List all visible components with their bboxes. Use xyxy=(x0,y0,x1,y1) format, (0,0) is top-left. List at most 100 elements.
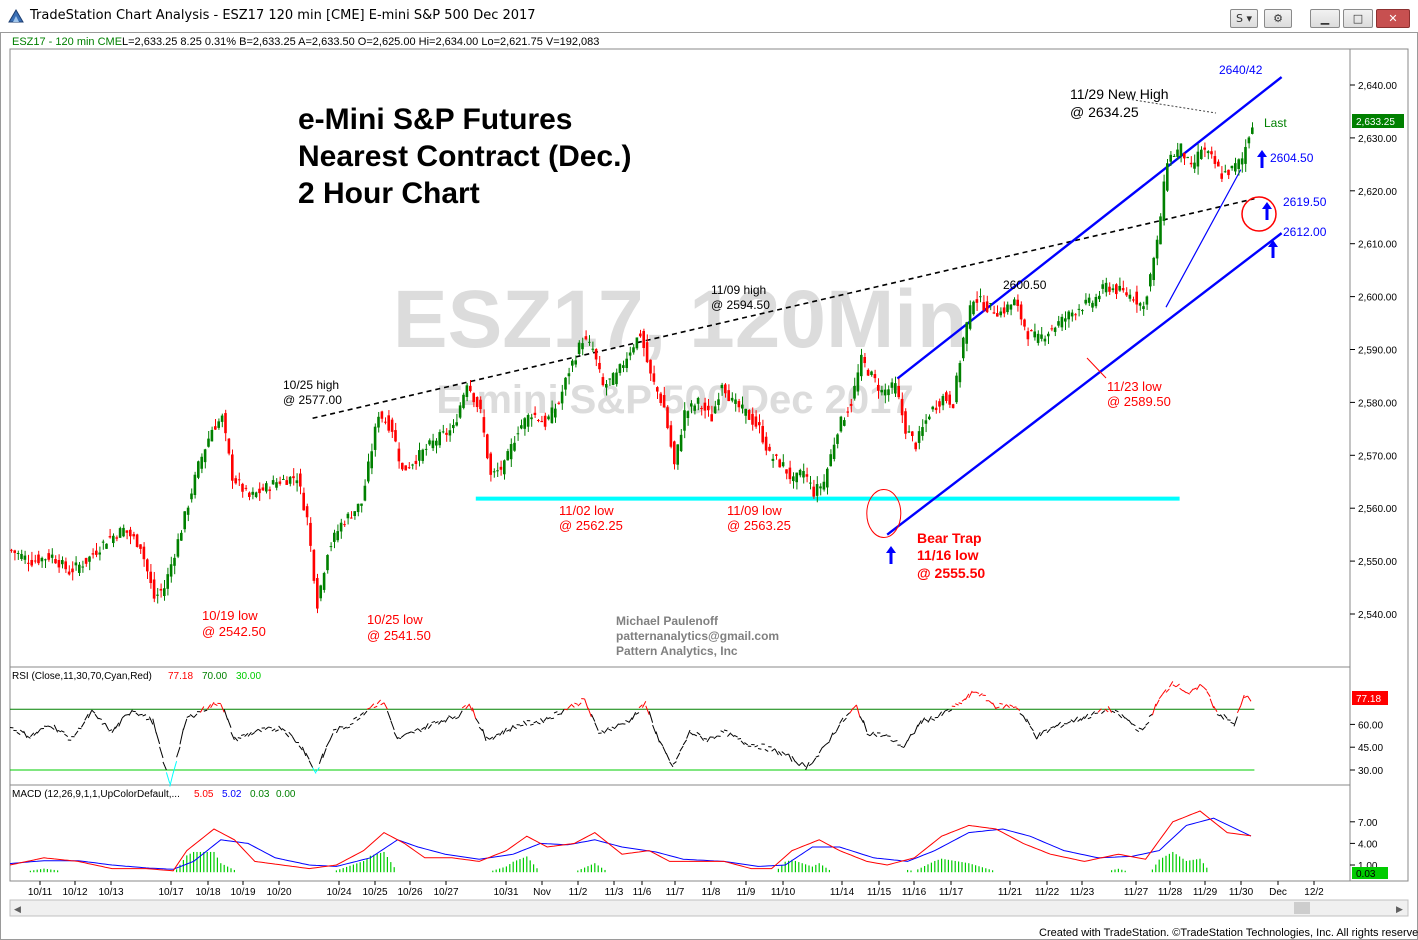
window-titlebar: TradeStation Chart Analysis - ESZ17 120 … xyxy=(0,0,1418,33)
maximize-button[interactable]: □ xyxy=(1343,9,1373,28)
candle-body xyxy=(50,554,54,558)
rsi-line-segment xyxy=(948,709,953,713)
steep-support-line xyxy=(1165,169,1242,308)
date-axis-label: 11/22 xyxy=(1035,887,1060,898)
rsi-line-segment xyxy=(1219,714,1225,720)
rsi-line-segment xyxy=(125,713,130,716)
settings-menu-button[interactable]: ⚙ xyxy=(1264,9,1292,28)
symbol-link-label: S xyxy=(1235,12,1243,25)
candle-body xyxy=(312,549,316,581)
date-axis-label: 11/23 xyxy=(1070,887,1095,898)
rsi-line-segment xyxy=(118,717,123,727)
candle-body xyxy=(540,420,543,423)
rsi-line-segment xyxy=(1158,693,1163,700)
candle-body xyxy=(1057,321,1060,326)
candle-body xyxy=(1128,294,1132,299)
rsi-line-segment xyxy=(706,736,711,743)
rsi-line-segment xyxy=(421,726,426,730)
candle-body xyxy=(122,527,125,537)
rsi-line-segment xyxy=(1012,706,1017,708)
candle-body xyxy=(268,489,271,491)
scrollbar-thumb[interactable] xyxy=(1294,902,1310,914)
rsi-line-segment xyxy=(509,724,514,732)
macd-zero-value: 0.00 xyxy=(276,789,296,800)
rsi-line-segment xyxy=(148,716,154,725)
macd-hist-value: 0.03 xyxy=(250,789,270,800)
candle-body xyxy=(547,416,550,420)
candle-body xyxy=(40,557,44,562)
rsi-line-segment xyxy=(1168,681,1174,688)
candle-body xyxy=(1223,171,1227,173)
macd-last-value: 0.03 xyxy=(1356,869,1376,880)
candle-body xyxy=(1125,292,1128,296)
candle-body xyxy=(567,373,571,377)
rsi-line-segment xyxy=(842,717,847,723)
scroll-left-icon[interactable]: ◀ xyxy=(14,904,21,914)
candle-body xyxy=(360,503,363,506)
rsi-line-segment xyxy=(26,735,31,739)
candle-body xyxy=(316,578,319,609)
rsi-line-segment xyxy=(274,729,279,732)
close-icon: ✕ xyxy=(1388,12,1398,25)
rsi-line-segment xyxy=(104,723,110,731)
candle-body xyxy=(911,431,914,436)
candle-body xyxy=(768,446,771,451)
rsi-line-segment xyxy=(577,702,582,707)
candle-body xyxy=(115,537,118,539)
candle-body xyxy=(897,385,900,398)
rsi-line-segment xyxy=(1216,714,1221,717)
rsi-line-segment xyxy=(353,716,358,720)
candle-body xyxy=(615,372,618,385)
candle-body xyxy=(367,461,370,482)
rsi-line-segment xyxy=(536,721,541,725)
candle-body xyxy=(639,333,642,337)
rsi-line-segment xyxy=(482,728,487,742)
rsi-line-segment xyxy=(512,726,517,730)
date-axis-label: 12/2 xyxy=(1304,887,1324,898)
scroll-right-icon[interactable]: ▶ xyxy=(1396,904,1403,914)
candle-body xyxy=(741,404,744,409)
rsi-line-segment xyxy=(995,706,1000,709)
horizontal-scrollbar[interactable] xyxy=(9,899,1409,917)
close-button[interactable]: ✕ xyxy=(1376,9,1410,28)
candle-body xyxy=(1162,181,1166,221)
rsi-line-segment xyxy=(1230,721,1235,725)
minimize-button[interactable]: ▁ xyxy=(1310,9,1340,28)
candle-body xyxy=(278,481,282,484)
rsi-axis-label: 30.00 xyxy=(1358,766,1383,777)
rsi-line-segment xyxy=(869,731,874,737)
annotation-1025-low-title: 10/25 low xyxy=(367,612,423,627)
candle-body xyxy=(877,384,880,391)
candle-body xyxy=(1227,169,1230,176)
rsi-line-segment xyxy=(1114,709,1119,713)
rsi-line-segment xyxy=(1209,698,1215,709)
candle-body xyxy=(982,302,985,311)
candle-body xyxy=(326,555,329,571)
candle-body xyxy=(1196,151,1200,167)
candle-body xyxy=(775,454,778,456)
maximize-icon: □ xyxy=(1352,12,1364,25)
rsi-line-segment xyxy=(380,702,385,706)
candle-body xyxy=(441,431,445,433)
candle-body xyxy=(173,557,176,566)
rsi-line-segment xyxy=(128,709,133,716)
rsi-line-segment xyxy=(499,730,504,736)
date-axis-label: 10/12 xyxy=(62,887,87,898)
symbol-link-button[interactable]: S ▾ xyxy=(1230,9,1258,28)
candle-body xyxy=(288,476,292,484)
candle-body xyxy=(1050,328,1053,330)
rsi-line-segment xyxy=(781,751,786,755)
candle-body xyxy=(693,405,696,411)
price-panel xyxy=(9,48,1351,668)
rsi-line-segment xyxy=(237,737,242,739)
rsi-line-segment xyxy=(818,746,824,754)
rsi-line-segment xyxy=(961,698,966,702)
candle-body xyxy=(458,405,462,418)
rsi-line-segment xyxy=(186,715,191,718)
candle-body xyxy=(1234,163,1237,172)
rsi-line-segment xyxy=(1101,710,1106,714)
candle-body xyxy=(353,511,356,517)
rsi-line-segment xyxy=(1141,726,1146,731)
rsi-line-segment xyxy=(944,709,949,712)
candle-body xyxy=(849,403,853,406)
